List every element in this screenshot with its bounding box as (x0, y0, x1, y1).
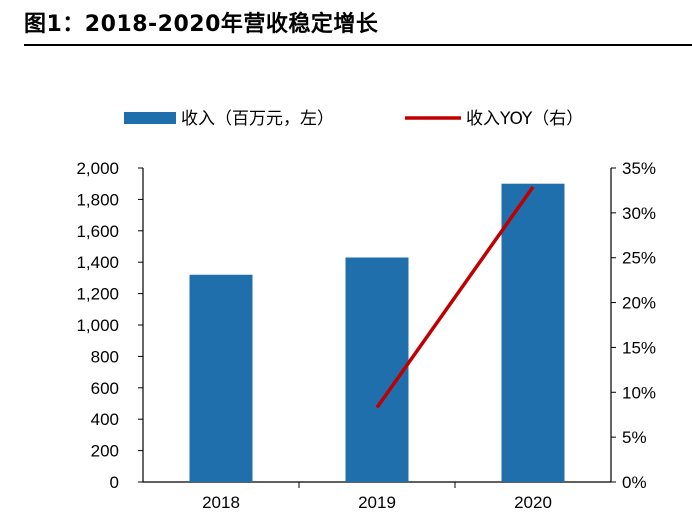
left-tick-label: 1,600 (76, 222, 119, 241)
right-tick-label: 35% (622, 159, 656, 178)
revenue-bar (189, 274, 253, 482)
left-tick-label: 2,000 (76, 159, 119, 178)
right-tick-label: 25% (622, 249, 656, 268)
left-tick-label: 400 (91, 410, 119, 429)
right-tick-label: 30% (622, 204, 656, 223)
left-tick-label: 800 (91, 347, 119, 366)
left-tick-label: 1,400 (76, 253, 119, 272)
revenue-bar (345, 257, 409, 482)
left-tick-label: 1,200 (76, 285, 119, 304)
x-tick-label: 2019 (358, 493, 396, 512)
x-tick-label: 2018 (202, 493, 240, 512)
right-tick-label: 15% (622, 338, 656, 357)
left-tick-label: 200 (91, 442, 119, 461)
legend-yoy-label: 收入YOY（右） (466, 109, 583, 129)
left-tick-label: 600 (91, 379, 119, 398)
title-divider (24, 44, 692, 46)
right-tick-label: 20% (622, 294, 656, 313)
left-tick-label: 0 (110, 473, 119, 492)
revenue-bar (501, 183, 565, 482)
legend-revenue-label: 收入（百万元，左） (181, 109, 334, 129)
right-tick-label: 10% (622, 383, 656, 402)
left-tick-label: 1,000 (76, 316, 119, 335)
figure-title: 图1：2018-2020年营收稳定增长 (24, 12, 379, 37)
x-tick-label: 2020 (514, 493, 552, 512)
right-tick-label: 5% (622, 428, 647, 447)
left-tick-label: 1,800 (76, 190, 119, 209)
legend-revenue-swatch (124, 112, 176, 124)
right-tick-label: 0% (622, 473, 647, 492)
yoy-line (375, 185, 535, 409)
